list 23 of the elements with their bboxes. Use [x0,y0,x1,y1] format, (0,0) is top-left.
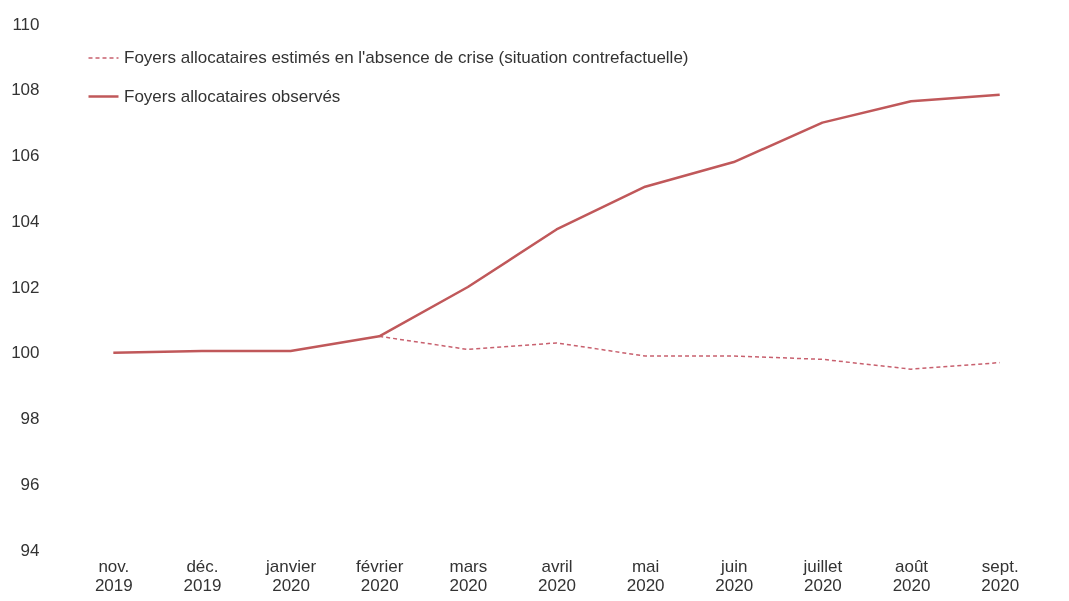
x-tick-label: déc. 2019 [183,556,222,595]
x-tick-label: nov. 2019 [94,556,133,595]
line-series [378,335,1001,370]
y-tick-label: 98 [20,409,40,428]
x-tick-label: avril 2020 [538,556,576,595]
y-tick-label: 96 [20,474,40,494]
y-tick-label: 110 [12,14,40,34]
y-tick-label: 102 [11,277,40,297]
x-tick-label: mars 2020 [449,556,488,595]
x-tick-label: sept. 2020 [981,556,1020,595]
legend-label: Foyers allocataires estimés en l'absence de crise (situation contrefactuelle) [124,48,689,67]
y-tick-label: 100 [11,343,40,363]
y-tick-label: 108 [11,80,40,100]
y-tick-label: 94 [20,540,40,560]
x-tick-label: janvier 2020 [265,556,317,595]
x-tick-label: août 2020 [892,556,931,595]
legend-label: Foyers allocataires observés [124,86,341,106]
x-tick-label: mai 2020 [626,556,665,595]
y-tick-label: 106 [11,146,40,165]
x-tick-label: juillet 2020 [802,556,843,595]
x-tick-label: juin 2020 [715,556,754,595]
x-tick-label: février 2020 [356,556,404,595]
y-tick-label: 104 [11,211,40,231]
